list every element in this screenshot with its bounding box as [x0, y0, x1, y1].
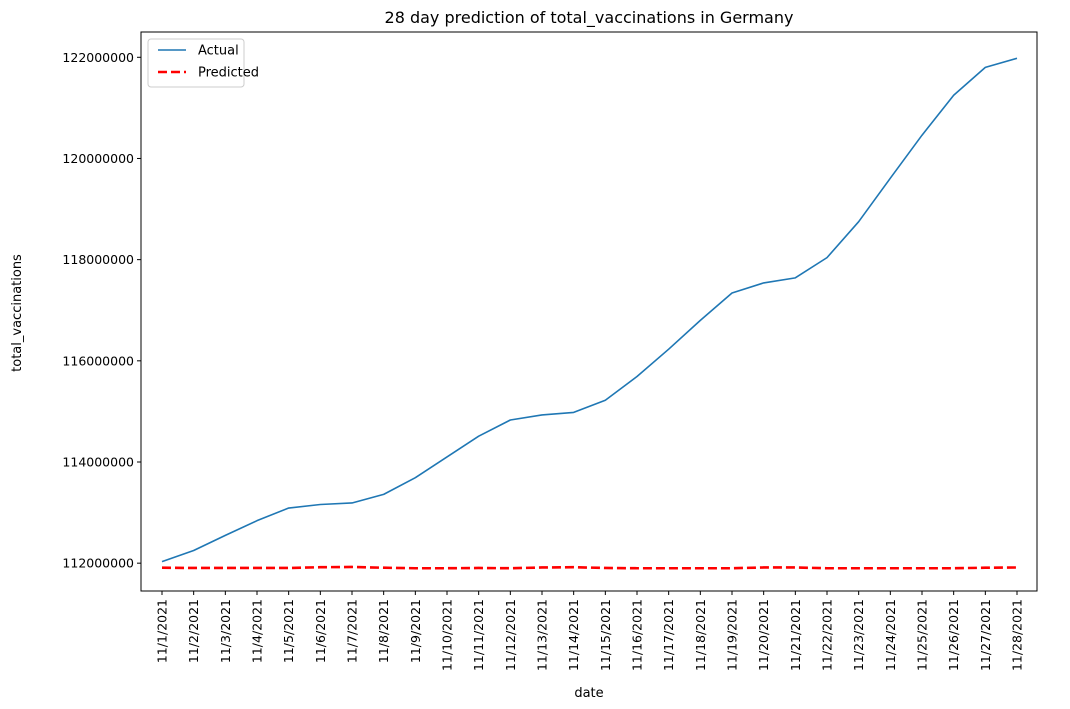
y-tick-label: 118000000	[62, 252, 134, 267]
x-tick-label: 11/8/2021	[376, 599, 391, 663]
legend-label-predicted: Predicted	[198, 66, 259, 81]
plot-area	[140, 31, 1038, 592]
x-tick-label: 11/22/2021	[820, 599, 835, 671]
x-tick-label: 11/6/2021	[313, 599, 328, 663]
x-axis: 11/1/2021 11/2/2021 11/3/2021 11/4/2021 11/5…	[155, 591, 1025, 671]
x-tick-label: 11/16/2021	[630, 599, 645, 671]
x-tick-label: 11/12/2021	[503, 599, 518, 671]
x-tick-label: 11/17/2021	[661, 599, 676, 671]
x-tick-label: 11/14/2021	[566, 599, 581, 671]
x-tick-label: 11/4/2021	[250, 599, 265, 663]
x-tick-label: 11/9/2021	[408, 599, 423, 663]
x-tick-label: 11/7/2021	[345, 599, 360, 663]
y-tick-label: 112000000	[62, 556, 134, 571]
series-line-actual	[161, 57, 1018, 563]
x-tick-label: 11/15/2021	[598, 599, 613, 671]
x-tick-label: 11/25/2021	[915, 599, 930, 671]
y-tick-label: 122000000	[62, 50, 134, 65]
x-tick-label: 11/19/2021	[725, 599, 740, 671]
x-tick-label: 11/2/2021	[186, 599, 201, 663]
x-tick-label: 11/23/2021	[851, 599, 866, 671]
y-axis: 112000000 114000000 116000000 118000000 1200…	[62, 50, 141, 571]
x-tick-label: 11/3/2021	[218, 599, 233, 663]
x-tick-label: 11/10/2021	[440, 599, 455, 671]
y-tick-label: 120000000	[62, 151, 134, 166]
legend-label-actual: Actual	[198, 44, 239, 59]
x-tick-label: 11/18/2021	[693, 599, 708, 671]
series-line-predicted	[161, 565, 1018, 570]
x-tick-label: 11/24/2021	[883, 599, 898, 671]
x-tick-label: 11/27/2021	[978, 599, 993, 671]
chart-title: 28 day prediction of total_vaccinations …	[385, 8, 794, 28]
x-tick-label: 11/1/2021	[155, 599, 170, 663]
x-tick-label: 11/20/2021	[756, 599, 771, 671]
y-tick-label: 114000000	[62, 455, 134, 470]
x-tick-label: 11/13/2021	[535, 599, 550, 671]
x-tick-label: 11/5/2021	[281, 599, 296, 663]
y-axis-title: total_vaccinations	[10, 254, 25, 372]
legend: Actual Predicted	[147, 38, 259, 88]
x-tick-label: 11/21/2021	[788, 599, 803, 671]
y-tick-label: 116000000	[62, 353, 134, 368]
x-tick-label: 11/28/2021	[1010, 599, 1025, 671]
legend-box	[147, 38, 245, 88]
x-axis-title: date	[574, 686, 603, 701]
plot-frame	[140, 31, 1038, 592]
x-tick-label: 11/26/2021	[946, 599, 961, 671]
x-tick-label: 11/11/2021	[471, 599, 486, 671]
